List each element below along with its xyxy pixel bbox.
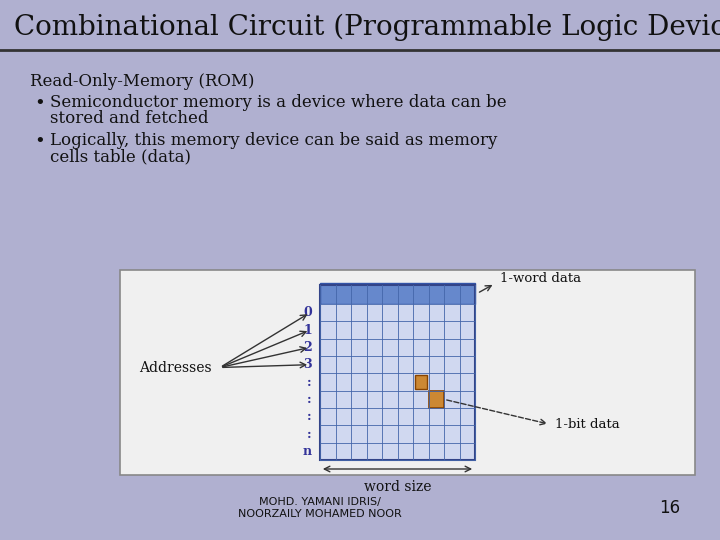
Bar (415, 375, 427, 389)
Text: 1: 1 (303, 323, 312, 336)
Text: :: : (307, 393, 312, 406)
Text: 1-word data: 1-word data (500, 272, 581, 285)
Text: Logically, this memory device can be said as memory: Logically, this memory device can be sai… (50, 132, 498, 149)
Text: 16: 16 (660, 499, 680, 517)
Text: 2: 2 (303, 341, 312, 354)
Text: n: n (303, 445, 312, 458)
Bar (320, 304, 475, 460)
Text: MOHD. YAMANI IDRIS/: MOHD. YAMANI IDRIS/ (259, 497, 381, 507)
Text: NOORZAILY MOHAMED NOOR: NOORZAILY MOHAMED NOOR (238, 509, 402, 519)
Text: •: • (34, 132, 45, 150)
Bar (120, 270, 695, 475)
Bar (320, 285, 475, 460)
Text: 0: 0 (303, 306, 312, 319)
Text: word size: word size (364, 480, 431, 494)
Text: stored and fetched: stored and fetched (50, 110, 209, 127)
Text: Semiconductor memory is a device where data can be: Semiconductor memory is a device where d… (50, 94, 507, 111)
Bar (428, 390, 444, 408)
Text: cells table (data): cells table (data) (50, 148, 191, 165)
Bar (320, 283, 475, 304)
Text: :: : (307, 375, 312, 388)
Text: Read-Only-Memory (ROM): Read-Only-Memory (ROM) (30, 73, 254, 90)
Text: :: : (307, 428, 312, 441)
Text: Combinational Circuit (Programmable Logic Device): Combinational Circuit (Programmable Logi… (14, 14, 720, 40)
Text: •: • (34, 94, 45, 112)
Text: :: : (307, 410, 312, 423)
Text: 3: 3 (303, 358, 312, 371)
Text: 1-bit data: 1-bit data (555, 418, 620, 431)
Text: Addresses: Addresses (139, 361, 211, 375)
